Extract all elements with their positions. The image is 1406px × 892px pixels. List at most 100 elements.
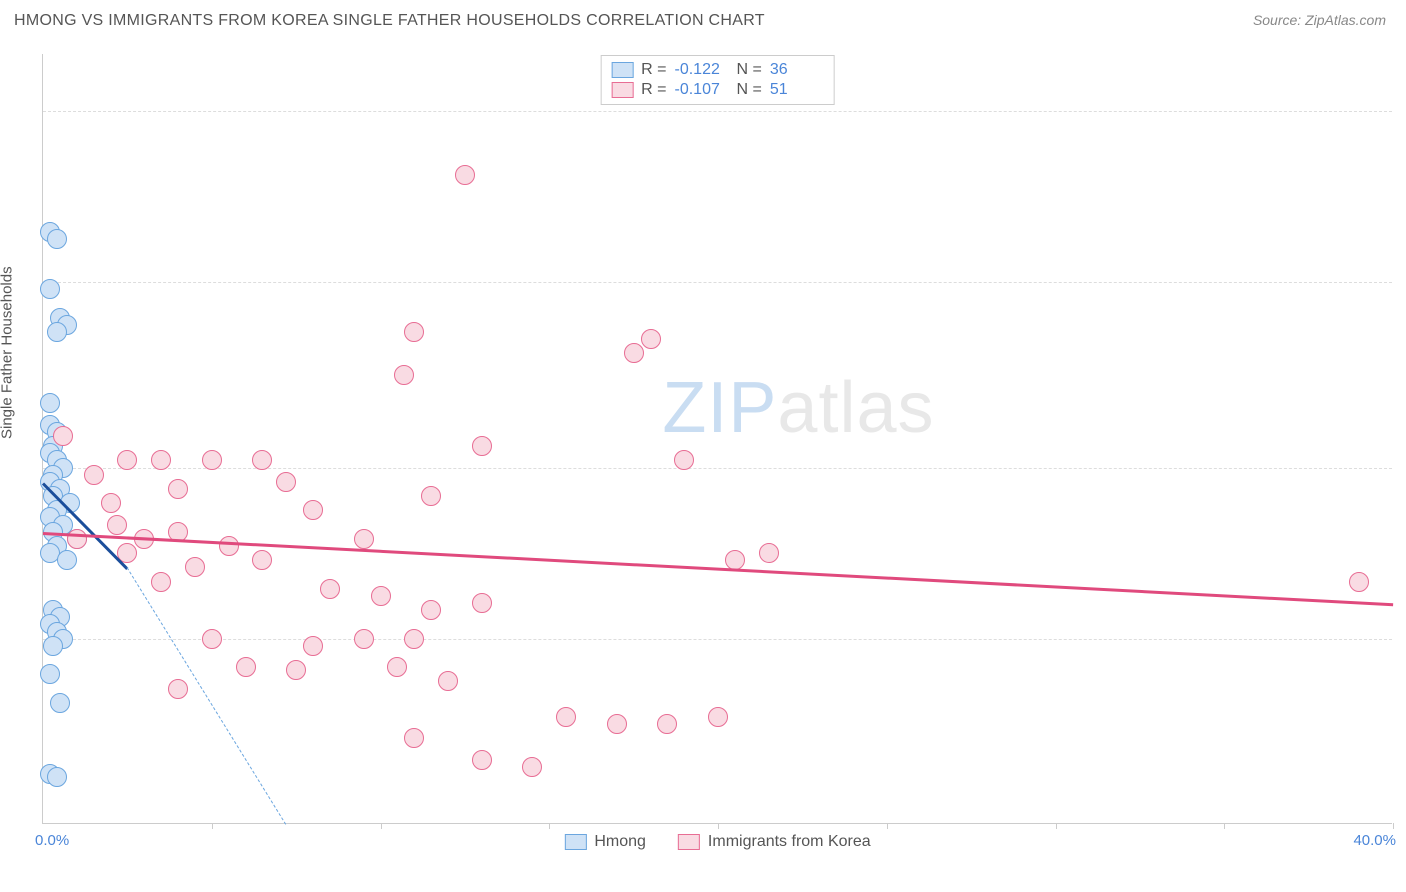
data-point xyxy=(455,165,475,185)
y-axis-title: Single Father Households xyxy=(0,266,16,439)
data-point xyxy=(404,728,424,748)
gridline-h xyxy=(43,639,1392,640)
x-tick xyxy=(549,823,550,829)
legend-series-item: Hmong xyxy=(564,833,646,851)
data-point xyxy=(404,322,424,342)
gridline-h xyxy=(43,468,1392,469)
x-axis-min-label: 0.0% xyxy=(35,832,69,849)
data-point xyxy=(320,579,340,599)
legend-swatch xyxy=(564,834,586,850)
data-point xyxy=(522,757,542,777)
data-point xyxy=(252,450,272,470)
data-point xyxy=(303,500,323,520)
watermark: ZIPatlas xyxy=(662,367,934,449)
data-point xyxy=(303,636,323,656)
legend-n-label: N = xyxy=(737,61,762,79)
data-point xyxy=(219,536,239,556)
legend-swatch xyxy=(611,82,633,98)
data-point xyxy=(624,343,644,363)
data-point xyxy=(404,629,424,649)
gridline-h xyxy=(43,282,1392,283)
x-tick xyxy=(1056,823,1057,829)
trendline-extrapolated xyxy=(127,568,286,825)
data-point xyxy=(674,450,694,470)
data-point xyxy=(657,714,677,734)
data-point xyxy=(1349,572,1369,592)
watermark-atlas: atlas xyxy=(777,368,934,448)
gridline-h xyxy=(43,111,1392,112)
data-point xyxy=(185,557,205,577)
data-point xyxy=(354,629,374,649)
data-point xyxy=(40,279,60,299)
data-point xyxy=(252,550,272,570)
legend-n-label: N = xyxy=(737,81,762,99)
data-point xyxy=(556,707,576,727)
legend-r-value: -0.107 xyxy=(675,81,729,99)
x-axis-max-label: 40.0% xyxy=(1353,832,1396,849)
data-point xyxy=(276,472,296,492)
legend-row: R = -0.107 N = 51 xyxy=(611,80,824,100)
data-point xyxy=(202,629,222,649)
x-tick xyxy=(718,823,719,829)
legend-r-label: R = xyxy=(641,61,666,79)
legend-correlation: R = -0.122 N = 36 R = -0.107 N = 51 xyxy=(600,55,835,105)
scatter-chart: Single Father Households ZIPatlas R =-0.… xyxy=(42,54,1392,824)
data-point xyxy=(117,450,137,470)
data-point xyxy=(40,393,60,413)
data-point xyxy=(202,450,222,470)
data-point xyxy=(394,365,414,385)
legend-n-value: 51 xyxy=(770,81,824,99)
x-tick xyxy=(1224,823,1225,829)
legend-series: Hmong Immigrants from Korea xyxy=(564,833,870,851)
data-point xyxy=(759,543,779,563)
data-point xyxy=(84,465,104,485)
data-point xyxy=(151,572,171,592)
legend-n-value: 36 xyxy=(770,61,824,79)
data-point xyxy=(40,664,60,684)
legend-series-label: Hmong xyxy=(594,833,646,851)
data-point xyxy=(47,767,67,787)
data-point xyxy=(286,660,306,680)
legend-series-item: Immigrants from Korea xyxy=(678,833,871,851)
data-point xyxy=(421,486,441,506)
chart-title: HMONG VS IMMIGRANTS FROM KOREA SINGLE FA… xyxy=(14,12,765,30)
chart-header: HMONG VS IMMIGRANTS FROM KOREA SINGLE FA… xyxy=(0,0,1406,30)
data-point xyxy=(708,707,728,727)
trendline xyxy=(43,532,1393,606)
data-point xyxy=(168,679,188,699)
data-point xyxy=(67,529,87,549)
data-point xyxy=(472,593,492,613)
data-point xyxy=(43,636,63,656)
legend-series-label: Immigrants from Korea xyxy=(708,833,871,851)
x-tick xyxy=(887,823,888,829)
data-point xyxy=(50,693,70,713)
legend-swatch xyxy=(611,62,633,78)
data-point xyxy=(641,329,661,349)
data-point xyxy=(168,479,188,499)
data-point xyxy=(101,493,121,513)
watermark-zip: ZIP xyxy=(662,368,777,448)
data-point xyxy=(236,657,256,677)
data-point xyxy=(387,657,407,677)
data-point xyxy=(151,450,171,470)
data-point xyxy=(438,671,458,691)
x-tick xyxy=(381,823,382,829)
data-point xyxy=(371,586,391,606)
data-point xyxy=(47,229,67,249)
legend-r-label: R = xyxy=(641,81,666,99)
legend-row: R = -0.122 N = 36 xyxy=(611,60,824,80)
data-point xyxy=(607,714,627,734)
legend-r-value: -0.122 xyxy=(675,61,729,79)
x-tick xyxy=(212,823,213,829)
x-tick xyxy=(1393,823,1394,829)
data-point xyxy=(354,529,374,549)
chart-source: Source: ZipAtlas.com xyxy=(1253,12,1386,28)
data-point xyxy=(57,550,77,570)
data-point xyxy=(53,426,73,446)
legend-swatch xyxy=(678,834,700,850)
data-point xyxy=(472,436,492,456)
data-point xyxy=(107,515,127,535)
data-point xyxy=(421,600,441,620)
data-point xyxy=(47,322,67,342)
data-point xyxy=(472,750,492,770)
